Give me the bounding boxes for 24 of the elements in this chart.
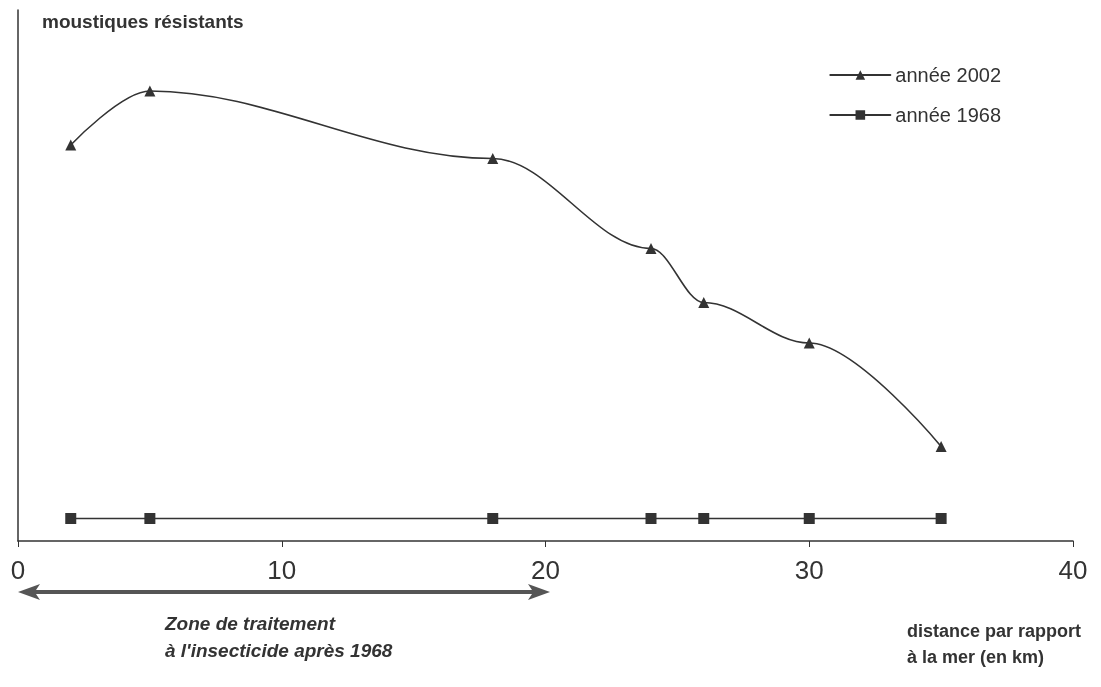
point — [698, 513, 710, 524]
point — [144, 513, 156, 524]
point — [935, 513, 947, 524]
x-tick-label: 10 — [267, 555, 297, 585]
point — [65, 139, 77, 151]
point — [935, 441, 947, 452]
point — [487, 513, 499, 524]
legend-label: année 2002 — [895, 64, 1002, 86]
legend-label: année 1968 — [895, 104, 1002, 126]
point — [487, 153, 499, 164]
point — [645, 243, 657, 254]
point — [803, 337, 815, 349]
x-axis-title: distance par rapport à la mer (en km) — [906, 621, 1082, 667]
x-tick-label: 20 — [531, 555, 560, 585]
x-tick-label: 0 — [10, 555, 26, 585]
point — [698, 297, 710, 308]
text: Zone de traitement à l'insecticide après 1968 — [164, 613, 393, 661]
x-tick-label: 30 — [794, 555, 824, 585]
point — [65, 513, 77, 524]
point — [645, 513, 657, 524]
x-tick-label: 40 — [1058, 555, 1088, 585]
point — [144, 85, 156, 97]
y-axis-title: moustiques résistants — [42, 11, 244, 32]
point — [803, 513, 815, 524]
